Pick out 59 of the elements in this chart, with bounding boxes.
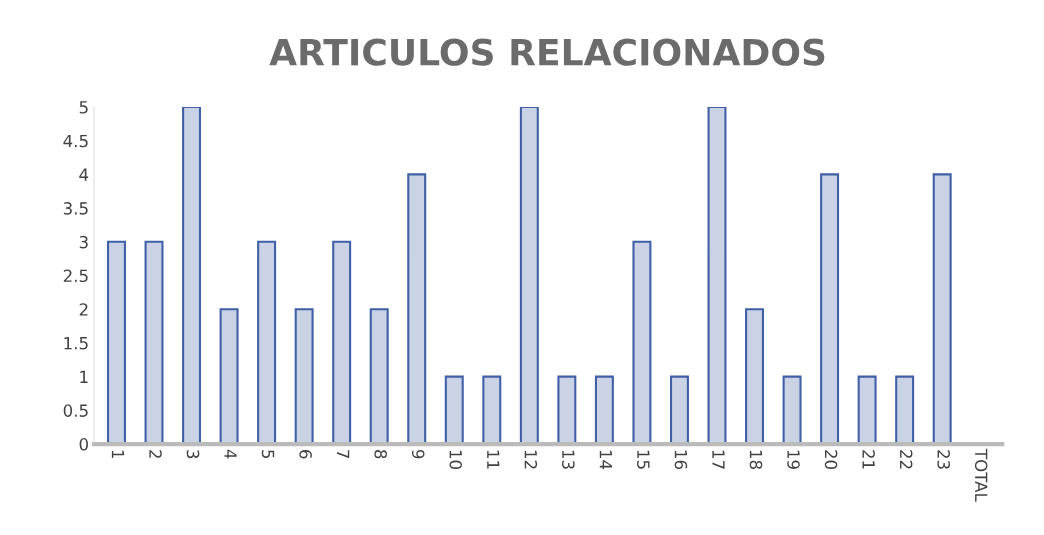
y-tick-label: 0.5: [63, 404, 88, 417]
bar: [182, 107, 202, 445]
bar: [106, 240, 126, 445]
x-tick-label: 9: [411, 449, 425, 459]
x-tick-label: 13: [562, 450, 575, 469]
bar: [707, 107, 727, 445]
bar: [519, 107, 539, 445]
y-tick-label: 2.5: [63, 269, 88, 283]
bar: [782, 375, 802, 445]
x-tick-label: 21: [862, 450, 875, 469]
x-tick-label: 1: [111, 450, 125, 458]
x-tick-label: 19: [787, 450, 800, 469]
bar: [332, 240, 352, 445]
x-tick-label: 12: [524, 450, 538, 469]
bar: [632, 240, 652, 445]
y-tick-label: 2: [79, 303, 88, 316]
x-tick-label: 22: [900, 450, 913, 469]
bar: [820, 173, 840, 445]
chart-title: ARTICULOS RELACIONADOS: [269, 38, 825, 66]
y-tick-label: 4.5: [63, 134, 88, 148]
bar: [257, 240, 277, 445]
x-tick-label: 14: [599, 450, 612, 470]
bar: [482, 375, 502, 445]
bar: [557, 375, 577, 445]
x-tick-label: 23: [937, 450, 950, 469]
bar: [857, 375, 877, 445]
bar: [144, 240, 164, 445]
bar: [444, 375, 464, 445]
x-tick-label: 11: [487, 450, 500, 469]
x-tick-label: 18: [749, 450, 763, 469]
x-tick-label: 17: [712, 450, 725, 469]
bar: [932, 173, 952, 445]
y-tick-label: 3: [79, 235, 88, 249]
x-tick-label: 5: [261, 450, 275, 459]
bar: [669, 375, 689, 445]
y-tick-label: 4: [79, 168, 89, 181]
y-tick-label: 3.5: [63, 202, 88, 215]
x-tick-label: 7: [337, 450, 350, 459]
x-tick-label: 6: [299, 450, 312, 459]
y-tick-label: 5: [79, 101, 88, 114]
x-tick-label: 10: [449, 450, 463, 470]
bar: [745, 308, 765, 445]
x-tick-label: 8: [374, 450, 387, 459]
y-tick-label: 1.5: [64, 337, 88, 350]
bar: [294, 308, 314, 445]
x-tick-label: 2: [149, 450, 162, 458]
x-tick-label: 4: [224, 449, 237, 459]
bar: [895, 375, 915, 445]
y-tick-label: 1: [80, 370, 88, 383]
bar: [407, 173, 427, 445]
x-tick-label: 20: [824, 450, 838, 470]
x-tick-label: TOTAL: [974, 448, 988, 502]
y-tick-label: 0: [79, 438, 88, 451]
x-tick-label: 16: [674, 450, 688, 470]
bar: [219, 308, 239, 445]
x-tick-label: 3: [186, 450, 200, 459]
x-tick-label: 15: [637, 450, 650, 469]
bar: [594, 375, 614, 445]
bar: [369, 308, 389, 445]
